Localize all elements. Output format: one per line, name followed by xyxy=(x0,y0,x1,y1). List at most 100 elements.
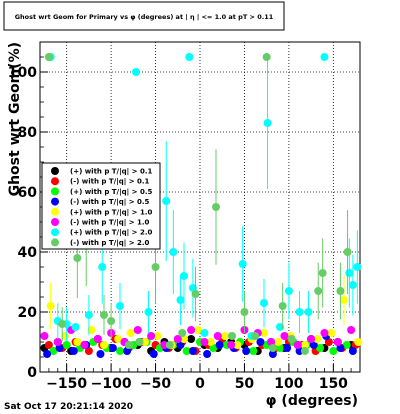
data-point xyxy=(220,332,229,340)
data-point xyxy=(251,332,260,340)
data-point xyxy=(133,326,142,334)
data-point xyxy=(268,344,277,352)
y-tick-label: 20 xyxy=(18,305,38,321)
data-point xyxy=(249,347,258,355)
data-point xyxy=(44,341,53,349)
data-point xyxy=(262,53,271,61)
data-point xyxy=(135,338,144,346)
data-point xyxy=(327,329,336,337)
data-point xyxy=(267,338,276,346)
legend-marker xyxy=(51,238,59,247)
data-point xyxy=(284,287,293,295)
data-point xyxy=(304,308,313,316)
data-point xyxy=(300,347,309,355)
data-point xyxy=(55,344,64,352)
data-point xyxy=(124,341,133,349)
data-point xyxy=(238,260,247,268)
data-point xyxy=(114,335,123,343)
data-point xyxy=(212,203,220,211)
data-point xyxy=(316,344,324,352)
data-point xyxy=(213,332,222,340)
legend-marker xyxy=(51,197,59,206)
legend-marker xyxy=(51,187,59,196)
data-point xyxy=(98,263,107,271)
data-point xyxy=(228,332,236,340)
legend-marker xyxy=(51,207,59,216)
data-point xyxy=(194,326,203,334)
data-point xyxy=(187,335,196,343)
data-point xyxy=(260,299,268,307)
data-point xyxy=(116,347,124,355)
x-tick-label: 100 xyxy=(274,376,303,392)
y-axis-title: Ghost wrt Geom(%) xyxy=(7,42,23,196)
data-point xyxy=(73,338,82,346)
data-point xyxy=(180,335,188,343)
data-point xyxy=(342,341,351,349)
data-point xyxy=(108,344,117,352)
data-point xyxy=(242,347,251,355)
data-point xyxy=(62,341,71,349)
x-tick-label: −50 xyxy=(140,376,171,392)
data-point xyxy=(116,302,124,310)
legend-entry-label: (-) with p T/|q| > 2.0 xyxy=(70,239,150,248)
data-point xyxy=(132,68,140,76)
data-points xyxy=(40,53,363,358)
legend-entry-label: (-) with p T/|q| > 1.0 xyxy=(70,219,150,228)
data-point xyxy=(336,287,345,295)
data-point xyxy=(151,263,160,271)
data-point xyxy=(278,302,287,310)
legend-marker xyxy=(51,177,59,186)
legend-entry-label: (-) with p T/|q| > 0.1 xyxy=(70,178,150,187)
data-point xyxy=(123,347,132,355)
legend-box xyxy=(41,162,161,250)
data-point xyxy=(176,296,185,304)
data-point xyxy=(162,197,171,205)
data-point xyxy=(188,284,197,292)
data-point xyxy=(49,347,58,355)
data-point xyxy=(353,263,362,271)
y-tick-label: 0 xyxy=(27,365,37,381)
data-point xyxy=(84,311,93,319)
x-tick-label: 0 xyxy=(195,376,205,392)
data-point xyxy=(144,308,153,316)
data-point xyxy=(149,350,158,358)
y-tick-labels: 0 20 40 60 80 100 xyxy=(8,65,37,381)
data-point xyxy=(153,332,162,340)
data-point xyxy=(343,248,352,256)
data-point xyxy=(260,329,268,337)
data-point xyxy=(100,311,108,319)
data-point xyxy=(40,332,49,340)
y-tick-label: 80 xyxy=(18,125,38,141)
data-point xyxy=(200,329,209,337)
data-point xyxy=(176,341,185,349)
data-point xyxy=(80,341,89,349)
title-box xyxy=(3,1,285,31)
data-point xyxy=(147,332,156,340)
data-point xyxy=(165,341,174,349)
data-point xyxy=(348,347,357,355)
data-point xyxy=(280,332,289,340)
data-point xyxy=(295,308,304,316)
data-point xyxy=(71,323,80,331)
data-point xyxy=(209,344,218,352)
data-point xyxy=(173,335,182,343)
data-point xyxy=(354,338,363,346)
series-7 xyxy=(44,53,352,355)
legend-entry-label: (+) with p T/|q| > 0.5 xyxy=(70,188,153,197)
data-point xyxy=(233,341,242,349)
data-point xyxy=(345,269,354,277)
x-tick-labels: −150 −100 −50 0 50 100 150 xyxy=(46,376,348,392)
data-point xyxy=(336,344,345,352)
data-point xyxy=(307,335,316,343)
data-point xyxy=(340,296,348,304)
data-point xyxy=(188,347,197,355)
data-point xyxy=(73,254,82,262)
date-stamp: Sat Oct 17 20:21:14 2020 xyxy=(4,402,133,412)
data-point xyxy=(187,326,196,334)
data-point xyxy=(276,323,284,331)
x-tick-label: 50 xyxy=(235,376,255,392)
data-point xyxy=(58,320,67,328)
legend-marker xyxy=(51,228,59,237)
chart-title: Ghost wrt Geom for Primary vs φ (degrees… xyxy=(15,13,274,22)
